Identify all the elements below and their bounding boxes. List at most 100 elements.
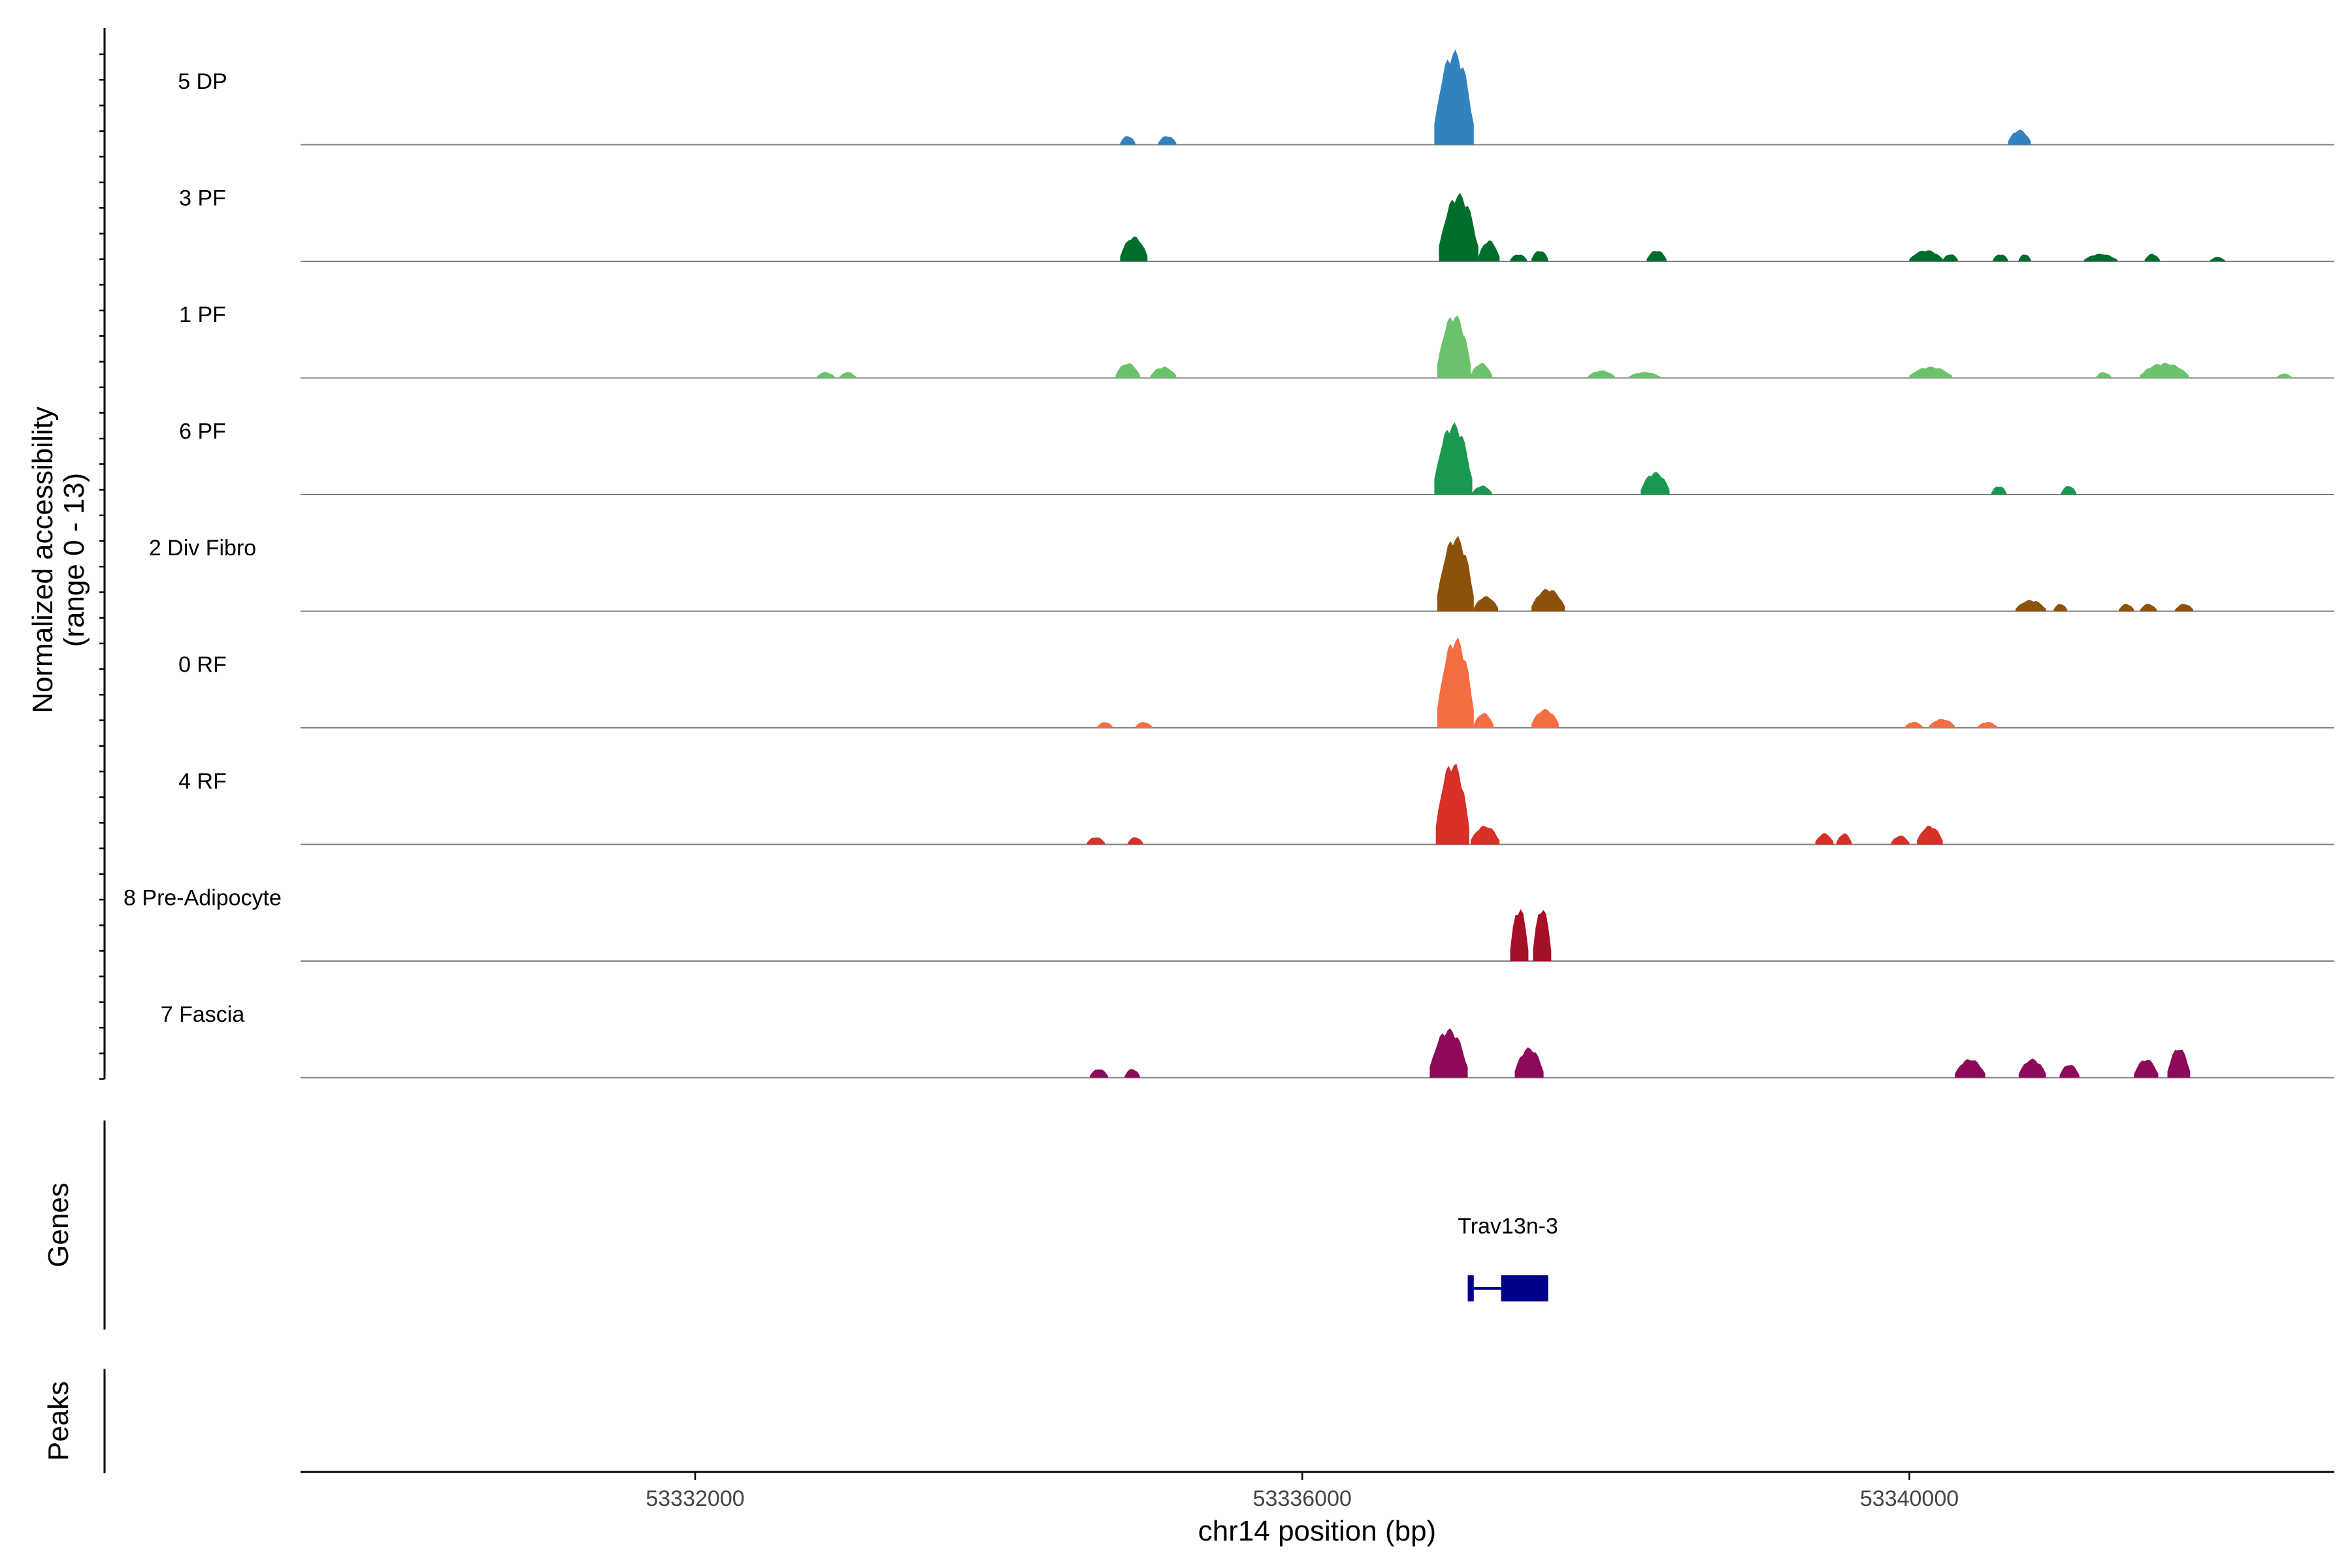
coverage-peak bbox=[1646, 250, 1667, 261]
coverage-peak bbox=[1531, 251, 1548, 261]
y-axis bbox=[99, 28, 106, 1080]
coverage-peak bbox=[1978, 722, 1998, 728]
coverage-peak bbox=[1473, 596, 1498, 612]
coverage-peak bbox=[1588, 370, 1615, 378]
track-2: 3 PF bbox=[179, 186, 2334, 262]
coverage-peak bbox=[2167, 1049, 2191, 1078]
track-label: 0 RF bbox=[178, 652, 227, 677]
coverage-peak bbox=[1120, 136, 1135, 145]
coverage-peak bbox=[2096, 372, 2112, 378]
coverage-peak bbox=[1437, 316, 1471, 378]
track-3: 1 PF bbox=[179, 302, 2334, 379]
coverage-peak bbox=[2119, 604, 2134, 612]
coverage-peak bbox=[1120, 237, 1148, 261]
coverage-peak bbox=[1909, 250, 1943, 261]
peaks-axis-title: Peaks bbox=[42, 1381, 74, 1461]
coverage-peak bbox=[1955, 1059, 1985, 1078]
track-5: 2 Div Fibro bbox=[149, 536, 2334, 612]
coverage-peak bbox=[1471, 363, 1492, 378]
coverage-peak bbox=[1942, 254, 1958, 261]
gene-exon bbox=[1467, 1275, 1474, 1301]
coverage-peak bbox=[1115, 363, 1140, 378]
coverage-peak bbox=[2140, 604, 2157, 612]
coverage-peak bbox=[1090, 1069, 1108, 1078]
coverage-peak bbox=[2210, 257, 2225, 261]
gene-name: Trav13n-3 bbox=[1458, 1214, 1558, 1239]
track-label: 4 RF bbox=[178, 769, 227, 794]
coverage-peak bbox=[2083, 253, 2117, 261]
track-1: 5 DP bbox=[178, 49, 2334, 146]
track-8: 8 Pre-Adipocyte bbox=[123, 885, 2334, 962]
coverage-peak bbox=[1128, 837, 1143, 845]
coverage-peak bbox=[1439, 193, 1478, 261]
coverage-peak bbox=[1437, 536, 1474, 612]
coverage-peak bbox=[1891, 835, 1910, 845]
coverage-peak bbox=[1628, 372, 1661, 378]
track-label: 1 PF bbox=[179, 302, 226, 327]
coverage-peak bbox=[1429, 1028, 1468, 1078]
coverage-peak bbox=[1531, 589, 1565, 612]
coverage-peak bbox=[1815, 833, 1834, 845]
coverage-peak bbox=[1437, 637, 1474, 728]
coverage-peak bbox=[1135, 722, 1152, 728]
y-axis-title-line-2: (range 0 - 13) bbox=[58, 473, 90, 647]
coverage-peak bbox=[2134, 1060, 2159, 1078]
coverage-peak bbox=[1435, 764, 1469, 845]
track-label: 3 PF bbox=[179, 186, 226, 210]
coverage-peak bbox=[1991, 486, 2007, 495]
coverage-peak bbox=[2059, 1064, 2080, 1078]
coverage-peak bbox=[1909, 367, 1952, 378]
coverage-peak bbox=[839, 372, 857, 378]
coverage-peak bbox=[2276, 373, 2292, 378]
gene-exon bbox=[1501, 1275, 1548, 1301]
coverage-peak bbox=[1514, 1047, 1544, 1078]
coverage-peak bbox=[1533, 909, 1552, 961]
coverage-peak bbox=[1097, 722, 1113, 728]
track-label: 6 PF bbox=[179, 419, 226, 444]
coverage-peak bbox=[2018, 1058, 2046, 1078]
coverage-peak bbox=[1929, 719, 1955, 728]
coverage-peak bbox=[2140, 363, 2189, 378]
track-label: 2 Div Fibro bbox=[149, 536, 256, 561]
track-label: 7 Fascia bbox=[161, 1002, 245, 1027]
genes-panel: Genes Trav13n-3 bbox=[42, 1120, 1558, 1330]
coverage-peak bbox=[1641, 472, 1670, 495]
coverage-peak bbox=[2053, 604, 2068, 612]
coverage-peak bbox=[1124, 1069, 1140, 1078]
coverage-peak bbox=[1434, 49, 1474, 145]
coverage-peak bbox=[2008, 129, 2031, 145]
coverage-peak bbox=[1510, 254, 1527, 261]
track-label: 5 DP bbox=[178, 69, 227, 94]
x-tick-label: 53332000 bbox=[645, 1486, 744, 1511]
x-tick-label: 53340000 bbox=[1860, 1486, 1959, 1511]
x-tick-label: 53336000 bbox=[1253, 1486, 1352, 1511]
track-7: 4 RF bbox=[178, 764, 2334, 845]
coverage-peak bbox=[2061, 486, 2077, 495]
coverage-peak bbox=[1471, 825, 1500, 845]
coverage-peak bbox=[2016, 600, 2046, 612]
track-4: 6 PF bbox=[179, 419, 2334, 495]
track-9: 7 Fascia bbox=[161, 1002, 2334, 1079]
coverage-peak bbox=[1993, 254, 2008, 261]
coverage-peak bbox=[1917, 825, 1943, 845]
peaks-panel: Peaks bbox=[42, 1369, 106, 1473]
coverage-peak bbox=[1510, 909, 1529, 961]
coverage-peak bbox=[1151, 367, 1177, 378]
coverage-peak bbox=[1531, 708, 1559, 728]
x-axis-title: chr14 position (bp) bbox=[1198, 1515, 1436, 1547]
coverage-peak bbox=[1904, 721, 1923, 728]
gene-model: Trav13n-3 bbox=[1458, 1214, 1558, 1301]
coverage-peak bbox=[1478, 240, 1500, 261]
coverage-peak bbox=[1473, 713, 1494, 728]
coverage-peak bbox=[2144, 253, 2160, 261]
x-axis: 53332000 53336000 53340000 chr14 position … bbox=[301, 1471, 2334, 1547]
coverage-tracks: 5 DP 3 PF 1 PF 6 PF 2 Div Fibro 0 RF 4 RF 8 Pre… bbox=[123, 49, 2334, 1079]
coverage-peak bbox=[2018, 254, 2031, 261]
coverage-peak bbox=[2175, 604, 2193, 612]
track-label: 8 Pre-Adipocyte bbox=[123, 885, 282, 910]
coverage-peak bbox=[1434, 422, 1473, 495]
coverage-peak bbox=[816, 372, 835, 378]
coverage-peak bbox=[1472, 485, 1492, 495]
coverage-peak bbox=[1837, 833, 1852, 845]
